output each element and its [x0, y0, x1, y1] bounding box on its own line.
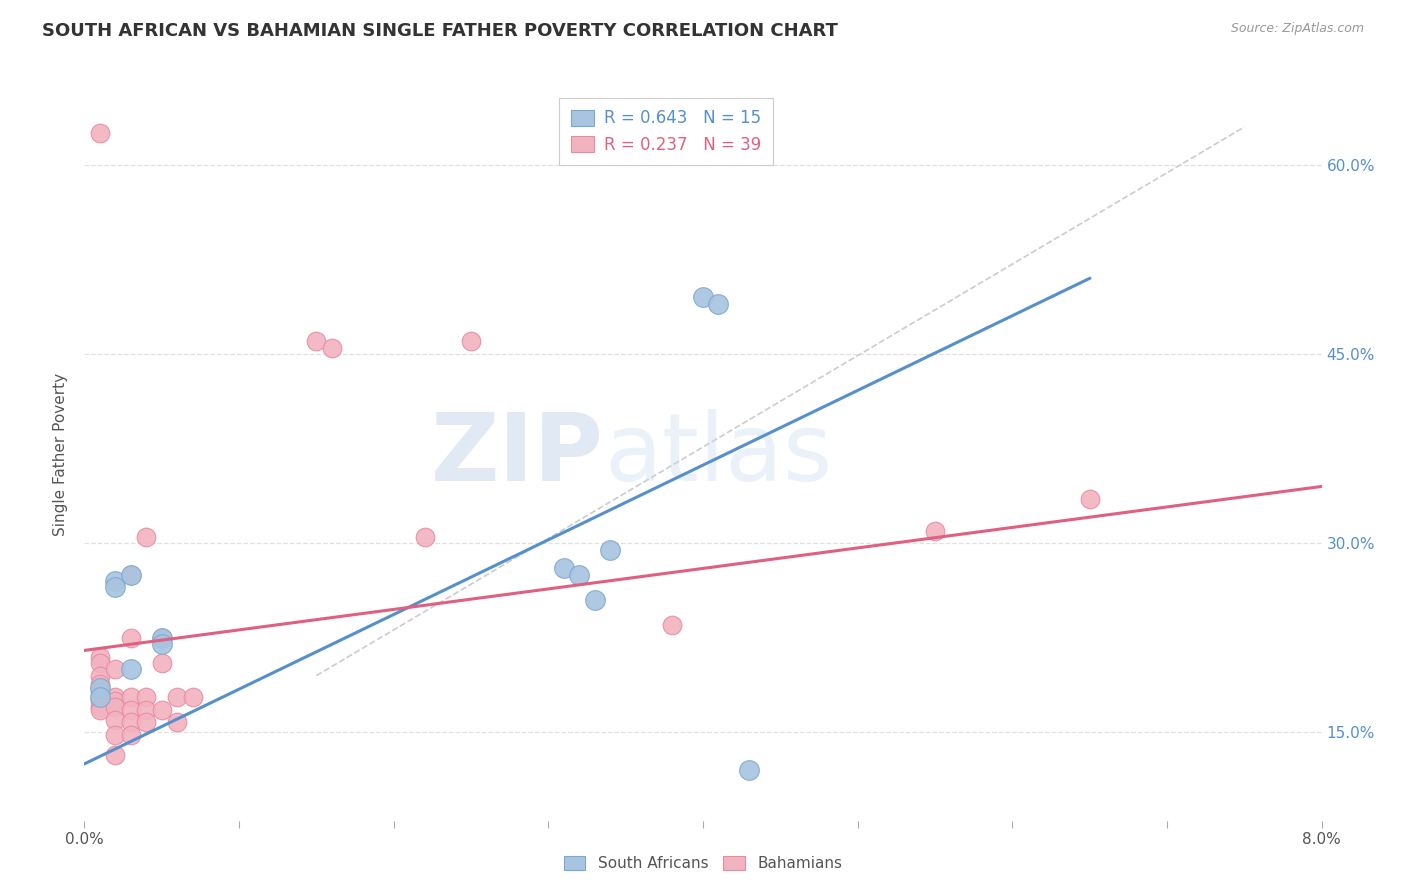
Point: [104, 662, 127, 676]
Point: [89, 649, 111, 664]
Text: ZIP: ZIP: [432, 409, 605, 501]
Point: [150, 631, 173, 645]
Point: [692, 290, 714, 304]
Point: [104, 728, 127, 742]
Y-axis label: Single Father Poverty: Single Father Poverty: [53, 374, 69, 536]
Point: [89, 690, 111, 704]
Point: [89, 700, 111, 714]
Point: [166, 715, 188, 730]
Point: [120, 728, 142, 742]
Point: [104, 700, 127, 714]
Point: [135, 690, 157, 704]
Point: [120, 703, 142, 717]
Point: [553, 561, 575, 575]
Point: [135, 703, 157, 717]
Point: [181, 690, 204, 704]
Point: [661, 618, 683, 632]
Point: [707, 296, 730, 310]
Point: [104, 580, 127, 594]
Point: [135, 715, 157, 730]
Point: [150, 656, 173, 670]
Point: [89, 668, 111, 682]
Point: [89, 126, 111, 140]
Point: [150, 637, 173, 651]
Point: [104, 713, 127, 727]
Point: [568, 567, 591, 582]
Point: [120, 690, 142, 704]
Point: [89, 685, 111, 699]
Point: [89, 677, 111, 691]
Point: [120, 662, 142, 676]
Point: [120, 631, 142, 645]
Point: [135, 530, 157, 544]
Point: [104, 694, 127, 708]
Point: [583, 593, 606, 607]
Point: [150, 703, 173, 717]
Point: [305, 334, 328, 349]
Point: [89, 656, 111, 670]
Point: [321, 341, 343, 355]
Point: [120, 567, 142, 582]
Legend: South Africans, Bahamians: South Africans, Bahamians: [557, 848, 849, 879]
Point: [460, 334, 482, 349]
Point: [104, 690, 127, 704]
Point: [413, 530, 436, 544]
Point: [104, 574, 127, 588]
Point: [924, 524, 946, 538]
Point: [738, 763, 761, 777]
Point: [166, 690, 188, 704]
Point: [89, 681, 111, 696]
Point: [120, 715, 142, 730]
Point: [89, 694, 111, 708]
Point: [599, 542, 621, 557]
Text: atlas: atlas: [605, 409, 832, 501]
Point: [89, 703, 111, 717]
Point: [104, 747, 127, 762]
Point: [150, 631, 173, 645]
Text: Source: ZipAtlas.com: Source: ZipAtlas.com: [1230, 22, 1364, 36]
Point: [120, 567, 142, 582]
Point: [1078, 491, 1101, 506]
Text: SOUTH AFRICAN VS BAHAMIAN SINGLE FATHER POVERTY CORRELATION CHART: SOUTH AFRICAN VS BAHAMIAN SINGLE FATHER …: [42, 22, 838, 40]
